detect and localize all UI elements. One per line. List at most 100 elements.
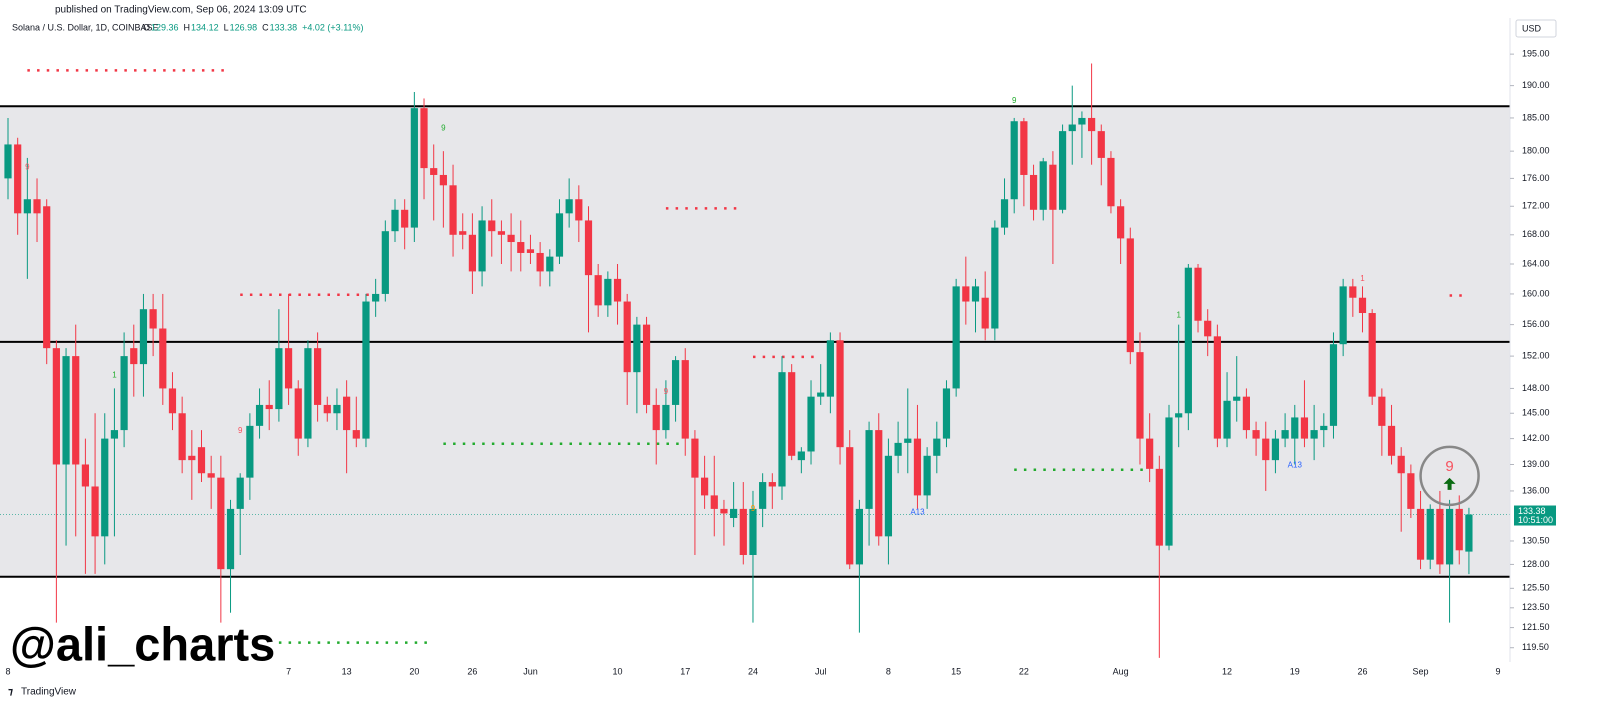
ohlc-label: L: [224, 22, 229, 32]
watermark: @ali_charts: [10, 617, 275, 670]
candle-body: [884, 455, 893, 537]
x-tick-label: 7: [286, 666, 291, 676]
x-tick-label: Jul: [815, 666, 827, 676]
candle-body: [459, 231, 467, 235]
candle-body: [865, 430, 873, 509]
candle-body: [1097, 131, 1105, 158]
candle-body: [1252, 430, 1260, 439]
candle-body: [14, 144, 22, 214]
candle-body: [933, 438, 941, 456]
candle-body: [149, 309, 157, 329]
candle-body: [1271, 438, 1280, 461]
candle-body: [1049, 164, 1057, 210]
candle-body: [555, 213, 564, 257]
candle-body: [1204, 320, 1212, 337]
candle-body: [217, 477, 225, 570]
currency-box: [1515, 19, 1557, 38]
candle-body: [701, 477, 709, 496]
candle-body: [1281, 430, 1289, 439]
annotation: 9: [664, 387, 669, 396]
candle-body: [226, 508, 235, 570]
candle-body: [139, 309, 148, 365]
published-note: published on TradingView.com, Sep 06, 20…: [55, 5, 307, 16]
x-tick-label: Aug: [1113, 666, 1129, 676]
candle-body: [642, 324, 651, 405]
candle-body: [323, 404, 331, 414]
candle-body: [101, 438, 109, 537]
candle-body: [991, 227, 999, 329]
candle-body: [478, 220, 486, 272]
price-tag-value: 133.38: [1518, 506, 1546, 516]
candle-body: [1020, 121, 1028, 175]
candle-body: [1329, 344, 1338, 426]
candle-body: [1436, 508, 1444, 565]
candle-body: [1088, 117, 1096, 132]
candle-body: [439, 174, 447, 186]
candle-body: [1378, 396, 1386, 426]
candle-body: [236, 477, 244, 509]
annotation: 1: [112, 371, 117, 380]
candle-body: [875, 430, 883, 537]
x-tick-label: 17: [680, 666, 690, 676]
x-tick-label: 9: [1495, 666, 1500, 676]
candle-body: [662, 404, 670, 431]
highlight-circle: [1419, 445, 1480, 507]
ohlc-label: H: [184, 22, 191, 32]
candle-body: [817, 392, 825, 397]
candle-body: [507, 234, 515, 243]
candle-body: [391, 209, 399, 232]
candle-body: [691, 438, 699, 478]
candle-body: [178, 413, 186, 461]
annotation: 9: [441, 124, 446, 133]
y-tick-label: 139.00: [1522, 459, 1550, 469]
y-tick-label: 164.00: [1522, 258, 1550, 268]
candle-body: [81, 464, 89, 487]
candle-body: [410, 108, 418, 228]
candle-body: [314, 348, 322, 405]
candle-body: [304, 348, 312, 439]
candle-body: [778, 372, 786, 487]
candle-body: [488, 220, 496, 232]
candle-body: [826, 340, 834, 397]
candle-body: [1223, 400, 1231, 439]
candle-body: [420, 108, 428, 169]
candle-body: [1078, 117, 1086, 125]
candle-body: [1058, 131, 1067, 210]
candle-body: [1242, 396, 1250, 431]
candle-body: [91, 486, 99, 537]
candle-body: [942, 388, 951, 439]
y-tick-label: 176.00: [1522, 173, 1550, 183]
candle-body: [836, 340, 844, 448]
candle-body: [788, 372, 796, 456]
candle-body: [33, 199, 41, 214]
x-tick-label: 12: [1222, 666, 1232, 676]
candle-body: [1010, 121, 1018, 200]
candle-body: [1146, 438, 1154, 469]
candle-body: [1136, 352, 1144, 439]
x-tick-label: 13: [342, 666, 352, 676]
candle-body: [536, 252, 544, 272]
x-tick-label: 10: [613, 666, 623, 676]
ohlc-label: C: [262, 22, 269, 32]
candle-body: [401, 209, 409, 228]
x-tick-label: 20: [409, 666, 419, 676]
x-tick-label: 8: [5, 666, 10, 676]
candle-body: [1194, 267, 1202, 321]
candle-body: [159, 328, 167, 389]
annotation: 9: [751, 504, 756, 513]
candle-body: [971, 286, 980, 302]
candle-body: [381, 231, 389, 294]
candle-body: [207, 473, 215, 478]
candle-body: [1300, 417, 1309, 439]
candle-body: [1068, 124, 1076, 132]
candle-body: [168, 388, 177, 414]
y-tick-label: 130.50: [1522, 535, 1550, 545]
candle-body: [681, 360, 689, 439]
candle-body: [1397, 455, 1405, 474]
x-tick-label: 26: [1357, 666, 1367, 676]
candle-body: [565, 199, 573, 214]
candle-body: [981, 297, 989, 329]
candle-body: [1126, 238, 1134, 353]
candle-body: [120, 356, 128, 431]
y-tick-label: 142.00: [1522, 433, 1550, 443]
